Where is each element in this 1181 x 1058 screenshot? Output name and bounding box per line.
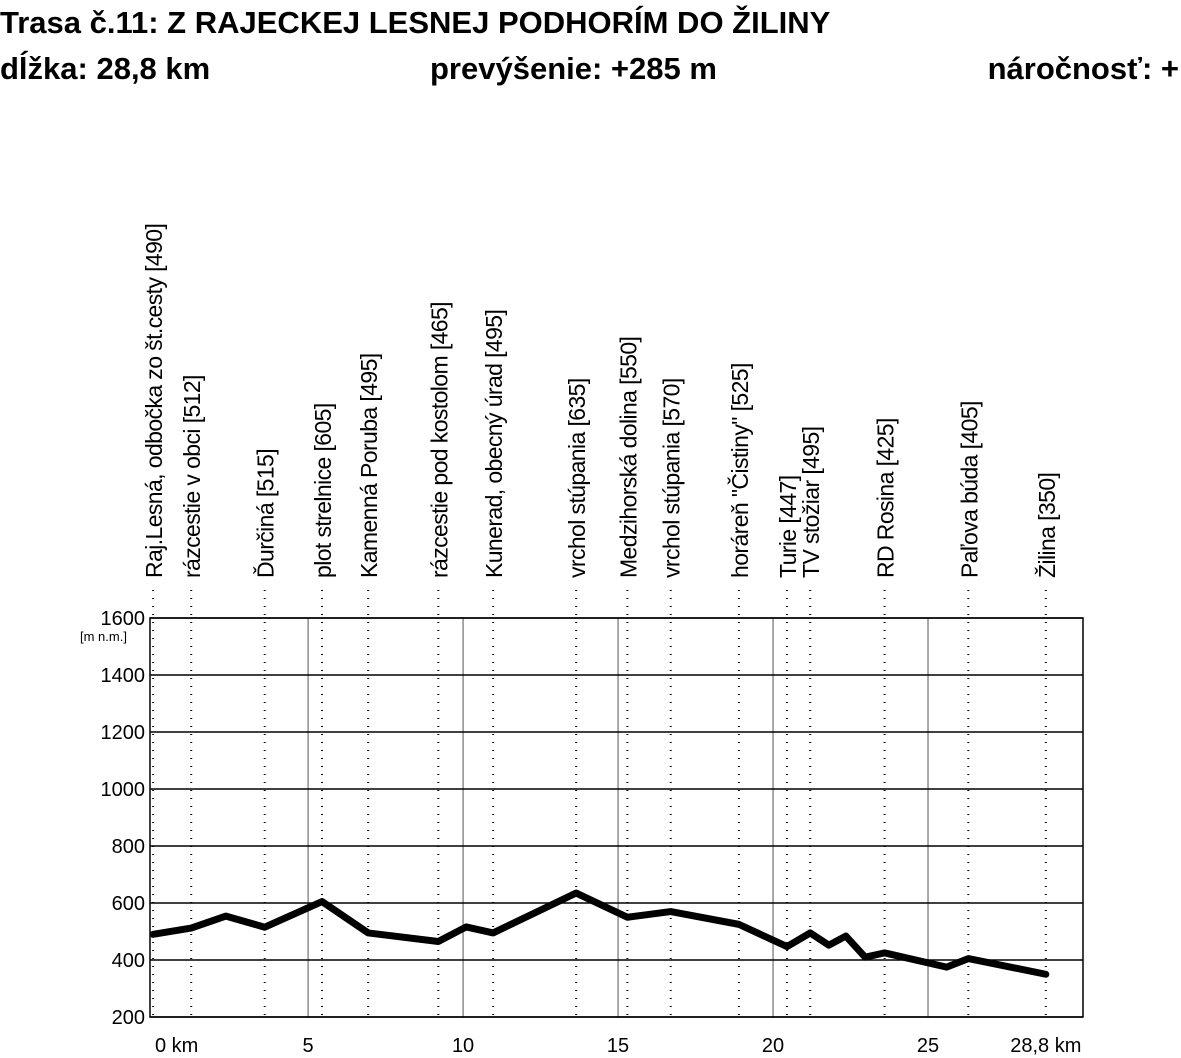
y-tick-label: 1400 <box>101 665 146 687</box>
station-label: RD Rosina [425] <box>873 418 899 578</box>
y-unit: [m n.m.] <box>80 629 127 644</box>
station-label: Ďurčiná [515] <box>253 449 279 578</box>
x-tick-label: 28,8 km <box>1010 1035 1081 1057</box>
station-label: Raj.Lesná, odbočka zo št.cesty [490] <box>141 224 167 578</box>
station-label: Turie [447] <box>775 476 801 579</box>
y-tick-label: 200 <box>112 1007 145 1029</box>
station-label: Kunerad, obecný úrad [495] <box>481 310 507 578</box>
x-tick-label: 0 km <box>155 1035 198 1057</box>
x-tick-label: 5 <box>303 1035 314 1057</box>
station-label: TV stožiar [495] <box>798 427 824 578</box>
station-label: horáreň "Čistiny" [525] <box>726 363 753 578</box>
length: dĺžka: 28,8 km <box>0 50 210 86</box>
x-tick-label: 20 <box>762 1035 784 1057</box>
station-label: Medzihorská dolina [550] <box>615 337 641 578</box>
station-label: rázcestie v obci [512] <box>179 375 205 578</box>
y-tick-label: 1000 <box>101 779 146 801</box>
station-label: Žilina [350] <box>1034 473 1060 578</box>
plot-frame <box>149 617 1084 1018</box>
station-label: Kamenná Poruba [495] <box>356 353 382 578</box>
climb: prevýšenie: +285 m <box>430 51 717 86</box>
y-tick-label: 1600 <box>101 608 146 630</box>
x-tick-label: 10 <box>452 1035 474 1057</box>
x-tick-label: 15 <box>607 1035 629 1057</box>
x-tick-label: 25 <box>917 1035 939 1057</box>
elevation-line <box>149 889 1050 978</box>
station-label: plot strelnice [605] <box>310 403 336 578</box>
y-tick-label: 800 <box>112 836 145 858</box>
y-tick-label: 600 <box>112 893 145 915</box>
station-label: Paľova búda [405] <box>956 401 982 578</box>
station-label: rázcestie pod kostolom [465] <box>426 302 452 578</box>
difficulty: náročnosť: + <box>988 51 1179 86</box>
station-label: vrchol stúpania [635] <box>564 378 590 578</box>
title: Trasa č.11: Z RAJECKEJ LESNEJ PODHORÍM D… <box>0 4 831 40</box>
y-tick-label: 1200 <box>101 722 146 744</box>
station-label: vrchol stúpania [570] <box>659 378 685 578</box>
y-tick-label: 400 <box>112 950 145 972</box>
